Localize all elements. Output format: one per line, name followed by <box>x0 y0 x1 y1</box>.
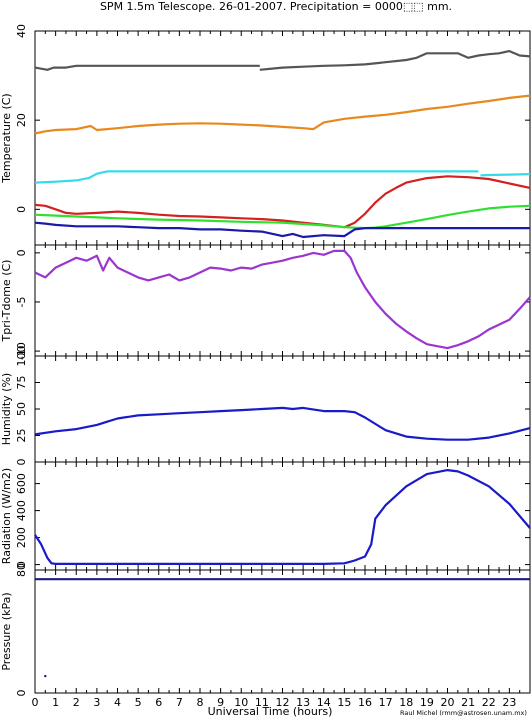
x-tick-label: 23 <box>502 696 516 709</box>
panel-frame <box>34 461 531 571</box>
y-axis-label: Temperature (C) <box>0 93 13 183</box>
y-tick-label: -10 <box>15 342 28 360</box>
series-line-3 <box>34 170 479 184</box>
x-tick-label: 15 <box>337 696 351 709</box>
y-tick-label: 40 <box>15 24 28 38</box>
y-tick-label: 0 <box>15 206 28 213</box>
y-tick-label: 100 <box>15 346 28 367</box>
x-tick-label: 22 <box>482 696 496 709</box>
x-tick-label: 7 <box>176 696 183 709</box>
y-tick-label: 400 <box>15 500 28 521</box>
y-tick-label: 0 <box>15 561 28 568</box>
x-tick-label: 2 <box>73 696 80 709</box>
y-axis-label: Radiation (W/m2) <box>0 468 13 564</box>
series-line-1 <box>34 406 531 441</box>
x-tick-label: 1 <box>52 696 59 709</box>
x-axis-label: Universal Time (hours) <box>208 705 333 718</box>
series-line-1 <box>34 469 531 566</box>
x-tick-label: 11 <box>255 696 269 709</box>
series-line-5 <box>34 204 531 230</box>
x-tick-label: 0 <box>32 696 39 709</box>
x-tick-label: 8 <box>197 696 204 709</box>
x-tick-label: 12 <box>276 696 290 709</box>
panel-frame <box>34 569 531 694</box>
x-tick-label: 3 <box>93 696 100 709</box>
x-tick-label: 20 <box>441 696 455 709</box>
series-line-1 <box>34 64 260 71</box>
series-line-4 <box>34 175 531 229</box>
x-tick-label: 6 <box>155 696 162 709</box>
x-tick-label: 16 <box>358 696 372 709</box>
y-tick-label: 20 <box>15 113 28 127</box>
y-tick-label: -5 <box>15 296 28 307</box>
y-tick-label: 200 <box>15 527 28 548</box>
series-line-6 <box>34 221 530 239</box>
x-tick-label: 13 <box>296 696 310 709</box>
x-tick-label: 19 <box>420 696 434 709</box>
y-axis-label: Humidity (%) <box>0 373 13 445</box>
y-tick-label: 75 <box>15 376 28 390</box>
data-point <box>44 674 47 678</box>
x-tick-label: 10 <box>234 696 248 709</box>
x-tick-label: 5 <box>135 696 142 709</box>
chart-title: SPM 1.5m Telescope. 26-01-2007. Precipit… <box>100 0 452 13</box>
y-tick-label: 80 <box>15 563 28 577</box>
x-tick-label: 17 <box>379 696 393 709</box>
series-line-1 <box>34 249 531 350</box>
series-line-2 <box>34 94 531 135</box>
panel-1: 0 20 40 Temperature (C) <box>0 24 531 246</box>
x-tick-label: 18 <box>399 696 413 709</box>
y-tick-label: 0 <box>15 690 28 697</box>
credit-text: Raul Michel (rmm@astrosen.unam.mx) <box>400 709 527 717</box>
y-tick-label: 0 <box>15 459 28 466</box>
x-tick-label: 4 <box>114 696 121 709</box>
y-tick-label: 50 <box>15 402 28 416</box>
series-line-3 <box>480 173 531 177</box>
y-axis-label: Tpri-Tdome (C) <box>0 260 13 343</box>
y-axis-label: Pressure (kPa) <box>0 592 13 670</box>
x-tick-label: 21 <box>461 696 475 709</box>
series-line-1 <box>259 49 531 71</box>
y-tick-label: 0 <box>15 249 28 256</box>
y-tick-label: 600 <box>15 473 28 494</box>
y-tick-label: 25 <box>15 429 28 443</box>
x-tick-label: 9 <box>217 696 224 709</box>
x-tick-label: 14 <box>317 696 331 709</box>
